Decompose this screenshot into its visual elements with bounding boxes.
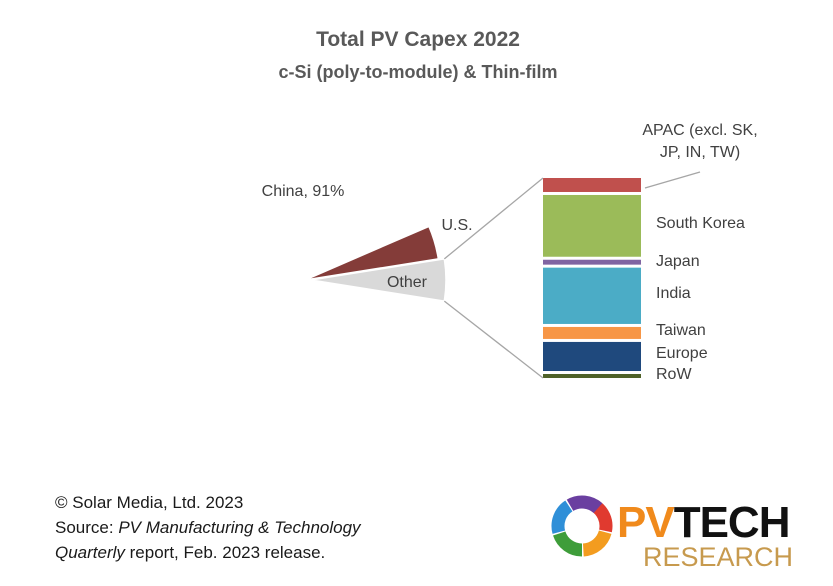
bar-label-taiwan: Taiwan bbox=[656, 322, 706, 339]
bar-segment-europe bbox=[543, 341, 641, 372]
leader-line bbox=[644, 171, 701, 189]
logo-text: PVTECH bbox=[617, 498, 789, 547]
label-background bbox=[248, 180, 358, 204]
bar-segment-india bbox=[543, 267, 641, 324]
source-title-2: Quarterly bbox=[55, 543, 125, 562]
bar-label-apac: APAC (excl. SK, bbox=[642, 122, 757, 139]
bar-segment-apac bbox=[543, 178, 641, 192]
pie-slice-us bbox=[304, 225, 440, 281]
bar-label-south: South Korea bbox=[656, 215, 745, 232]
chart-subtitle: c-Si (poly-to-module) & Thin-film bbox=[279, 62, 558, 82]
bar-segment-row bbox=[543, 374, 641, 378]
stacked-bar: APAC (excl. SK, JP, IN, TW) South Korea Jap… bbox=[443, 122, 758, 383]
bar-label-apac: JP, IN, TW) bbox=[660, 144, 740, 161]
source-suffix: report, Feb. 2023 release. bbox=[124, 543, 326, 562]
chart-title: Total PV Capex 2022 bbox=[316, 28, 520, 51]
source-prefix: Source: bbox=[55, 518, 119, 537]
pvtech-logo: PVTECH RESEARCH bbox=[551, 495, 793, 570]
logo-ring-icon bbox=[551, 495, 613, 557]
source-line-1: Source: PV Manufacturing & Technology bbox=[55, 515, 361, 540]
bar-label-japan: Japan bbox=[656, 253, 700, 270]
bar-label-europe: Europe bbox=[656, 345, 708, 362]
connector-line-top bbox=[443, 177, 544, 260]
pie-label-other: Other bbox=[387, 274, 428, 291]
logo-subtext: RESEARCH bbox=[643, 542, 793, 570]
copyright: © Solar Media, Ltd. 2023 bbox=[55, 493, 244, 512]
pie: China, 91% U.S. Other bbox=[248, 180, 473, 302]
source-title: PV Manufacturing & Technology bbox=[118, 518, 361, 537]
connector-line-bottom bbox=[443, 300, 544, 379]
footer: © Solar Media, Ltd. 2023 Source: PV Manu… bbox=[55, 490, 361, 565]
pie-slice-other bbox=[310, 258, 447, 302]
source-line-2: Quarterly report, Feb. 2023 release. bbox=[55, 540, 361, 565]
bar-label-india: India bbox=[656, 285, 691, 302]
bar-segment-south bbox=[543, 194, 641, 257]
bar-segment-taiwan bbox=[543, 326, 641, 339]
bar-label-row: RoW bbox=[656, 366, 692, 383]
pie-label-china: China, 91% bbox=[262, 183, 345, 200]
pie-label-us: U.S. bbox=[441, 217, 472, 234]
bar-segment-japan bbox=[543, 259, 641, 265]
